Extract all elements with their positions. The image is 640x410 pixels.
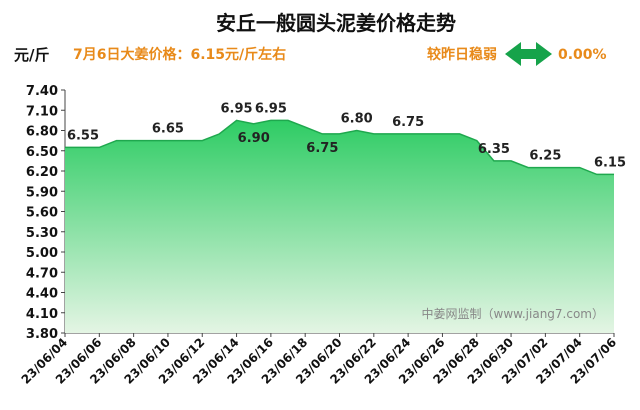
change-value: 0.00%	[558, 47, 607, 63]
y-tick-label: 4.40	[26, 287, 58, 302]
data-label: 6.15	[594, 155, 626, 170]
price-area	[65, 119, 614, 334]
chart-title: 安丘一般圆头泥姜价格走势	[216, 11, 456, 35]
y-tick-labels: 7.40 7.10 6.80 6.50 6.20 5.90 5.60 5.30 5.00 4.70…	[26, 84, 65, 342]
data-label: 6.25	[529, 149, 561, 164]
data-label: 6.95	[255, 101, 287, 116]
y-tick-label: 7.40	[26, 84, 58, 99]
y-tick-label: 5.30	[26, 226, 58, 241]
price-area-fill	[65, 120, 614, 334]
compare-label: 较昨日稳弱	[427, 46, 497, 63]
data-label: 6.95	[221, 101, 253, 116]
price-line	[65, 119, 614, 176]
y-tick-label: 6.80	[26, 125, 58, 140]
data-label: 6.90	[238, 131, 270, 146]
data-labels: 6.55 6.656.956.906.956.756.80 6.756.35 6.25…	[67, 101, 626, 170]
y-tick-label: 6.20	[26, 165, 58, 180]
data-label: 6.75	[392, 115, 424, 130]
data-label: 6.75	[306, 141, 338, 156]
data-label: 6.80	[341, 112, 373, 127]
watermark: 中姜网监制（www.jiang7.com）	[422, 306, 604, 321]
y-tick-label: 3.80	[26, 327, 58, 342]
data-label: 6.65	[152, 122, 184, 137]
y-tick-label: 6.50	[26, 145, 58, 160]
y-tick-label: 7.10	[26, 104, 58, 119]
data-label: 6.35	[478, 142, 510, 157]
price-note: 7月6日大姜价格：6.15元/斤左右	[73, 46, 286, 63]
data-label: 6.55	[67, 128, 99, 143]
y-tick-label: 5.60	[26, 206, 58, 221]
y-tick-label: 4.10	[26, 307, 58, 322]
unit-label: 元/斤	[14, 46, 49, 64]
double-arrow-icon	[505, 42, 552, 66]
y-tick-label: 5.00	[26, 246, 58, 261]
y-tick-label: 5.90	[26, 185, 58, 200]
y-tick-label: 4.70	[26, 266, 58, 281]
x-tick-labels: 23/06/0423/06/0623/06/0823/06/1023/06/12…	[19, 333, 619, 387]
